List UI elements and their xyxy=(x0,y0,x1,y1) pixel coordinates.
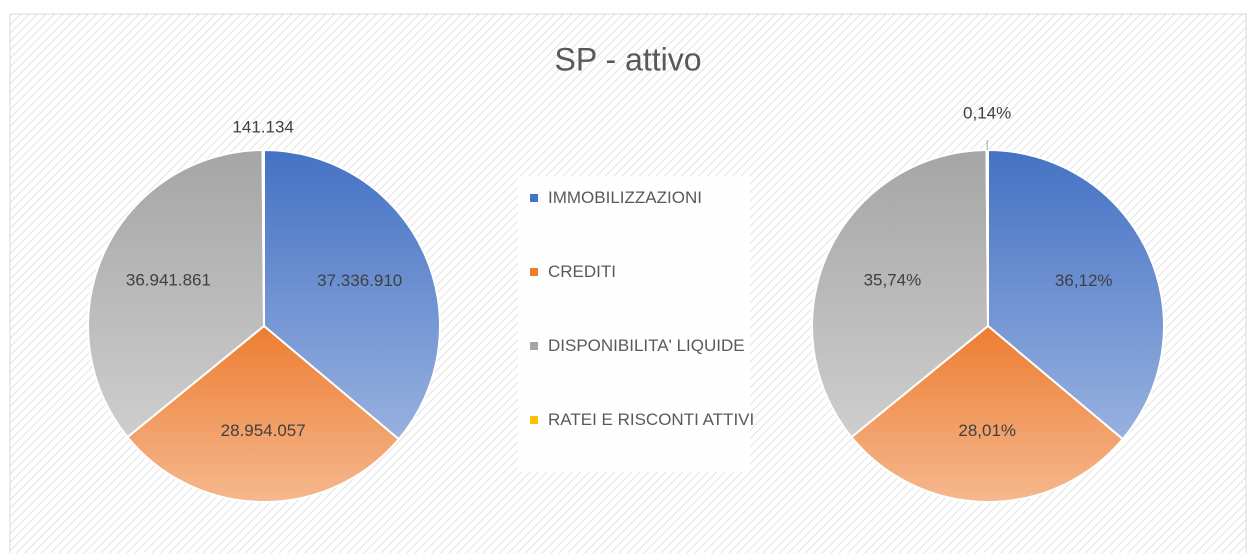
data-label: 35,74% xyxy=(864,271,922,290)
pie-slice xyxy=(261,148,265,327)
data-label: 36,12% xyxy=(1055,271,1113,290)
legend-label: RATEI E RISCONTI ATTIVI xyxy=(548,410,755,429)
legend-item: DISPONIBILITA' LIQUIDE xyxy=(530,334,763,358)
chart-title: SP - attivo xyxy=(554,41,701,77)
legend-label: DISPONIBILITA' LIQUIDE xyxy=(548,336,745,355)
legend-swatch xyxy=(530,416,538,424)
data-label: 28.954.057 xyxy=(221,421,306,440)
data-label: 36.941.861 xyxy=(126,271,211,290)
legend-swatch xyxy=(530,194,538,202)
data-label: 37.336.910 xyxy=(317,271,402,290)
pie-slice xyxy=(811,148,990,439)
legend-swatch xyxy=(530,342,538,350)
pie-slice xyxy=(263,148,441,441)
data-label: 28,01% xyxy=(958,421,1016,440)
data-label: 141.134 xyxy=(232,117,293,136)
legend-item: RATEI E RISCONTI ATTIVI xyxy=(530,408,763,432)
pie-slice xyxy=(987,148,1165,441)
pie-slice xyxy=(850,324,1125,503)
legend-label: CREDITI xyxy=(548,262,616,281)
legend-item: IMMOBILIZZAZIONI xyxy=(530,186,763,210)
legend: IMMOBILIZZAZIONI CREDITI DISPONIBILITA' LI… xyxy=(518,176,754,472)
pie-slice xyxy=(126,324,401,503)
legend-item: CREDITI xyxy=(530,260,763,284)
pie-slice xyxy=(87,148,266,439)
data-label: 0,14% xyxy=(963,103,1011,122)
legend-swatch xyxy=(530,268,538,276)
legend-label: IMMOBILIZZAZIONI xyxy=(548,188,702,207)
pie-slice xyxy=(985,148,989,327)
